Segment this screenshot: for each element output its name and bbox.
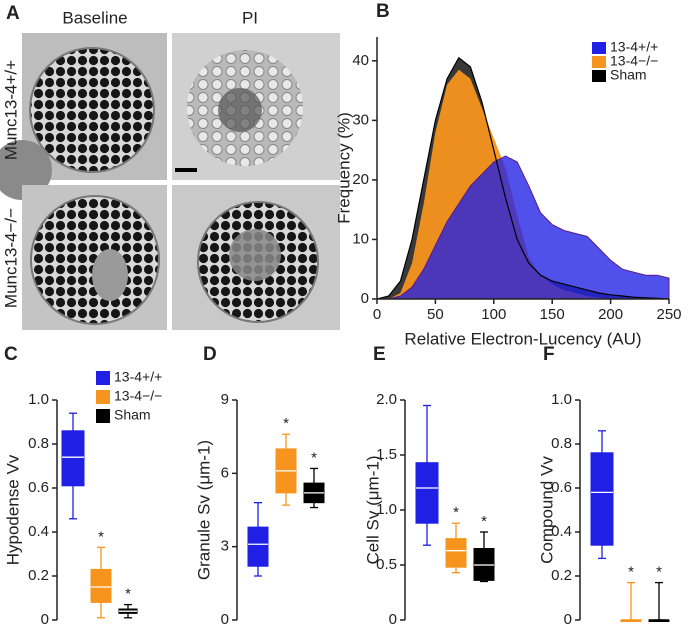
x-axis-label: Relative Electron-Lucency (AU) xyxy=(404,329,641,348)
legend-swatch xyxy=(592,56,606,68)
legend-label: 13-4−/− xyxy=(610,53,658,69)
y-tick-label: 10 xyxy=(352,230,369,247)
panel-letter: F xyxy=(543,344,555,365)
x-tick-label: 100 xyxy=(481,306,506,323)
column-label: PI xyxy=(242,8,258,27)
nucleus xyxy=(92,249,128,301)
x-tick-label: 150 xyxy=(540,306,565,323)
legend-label: Sham xyxy=(114,407,151,423)
y-tick-label: 0.6 xyxy=(551,479,572,496)
box xyxy=(445,538,467,568)
significance: * xyxy=(283,415,289,432)
panel-letter: C xyxy=(4,344,18,365)
y-tick-label: 2.0 xyxy=(376,391,397,408)
y-axis-label: Granule Sv (μm-1) xyxy=(194,440,213,580)
legend-swatch xyxy=(96,371,110,385)
panel-letter: E xyxy=(373,344,386,365)
y-tick-label: 0 xyxy=(41,611,49,627)
y-tick-label: 0.8 xyxy=(551,435,572,452)
area-outline xyxy=(376,56,670,300)
y-tick-label: 40 xyxy=(352,52,369,69)
legend-swatch xyxy=(96,409,110,423)
y-tick-label: 0.4 xyxy=(551,523,572,540)
y-tick-label: 0 xyxy=(389,611,397,627)
y-tick-label: 20 xyxy=(352,171,369,188)
y-tick-label: 0 xyxy=(221,611,229,627)
box xyxy=(590,452,614,546)
y-tick-label: 0.2 xyxy=(28,567,49,584)
y-tick-label: 30 xyxy=(352,111,369,128)
y-tick-label: 1.0 xyxy=(551,391,572,408)
box xyxy=(61,430,85,487)
significance: * xyxy=(98,528,104,545)
panel-letter: B xyxy=(376,1,390,22)
x-tick-label: 0 xyxy=(373,306,381,323)
legend-swatch xyxy=(592,70,606,82)
legend-label: 13-4+/+ xyxy=(610,39,658,55)
box xyxy=(90,568,112,603)
y-axis-label: Compound Vv xyxy=(537,456,556,564)
y-axis-label: Cell Sv (μm-1) xyxy=(363,456,382,565)
legend-label: Sham xyxy=(610,67,647,83)
y-tick-label: 6 xyxy=(221,464,229,481)
area xyxy=(377,155,670,300)
significance: * xyxy=(125,586,131,603)
x-tick-label: 250 xyxy=(656,306,681,323)
y-tick-label: 0.2 xyxy=(551,567,572,584)
significance: * xyxy=(453,504,459,521)
micrographs xyxy=(0,33,340,330)
significance: * xyxy=(311,449,317,466)
legend-label: 13-4+/+ xyxy=(114,369,162,385)
scale-bar xyxy=(175,168,197,172)
box xyxy=(247,526,269,567)
y-tick-label: 0.6 xyxy=(28,479,49,496)
significance: * xyxy=(481,513,487,530)
box xyxy=(415,462,439,524)
legend-swatch xyxy=(96,390,110,404)
row-label: Munc13-4−/− xyxy=(1,208,20,308)
y-tick-label: 0.8 xyxy=(28,435,49,452)
legend-swatch xyxy=(592,42,606,54)
x-tick-label: 50 xyxy=(427,306,444,323)
x-tick-label: 200 xyxy=(598,306,623,323)
cell xyxy=(30,195,160,325)
nucleus xyxy=(229,229,281,281)
y-axis-label: Hypodense Vv xyxy=(3,454,22,565)
legend-label: 13-4−/− xyxy=(114,388,162,404)
nucleus xyxy=(218,88,262,132)
significance: * xyxy=(656,564,662,581)
cell xyxy=(0,140,52,200)
y-tick-label: 0 xyxy=(361,290,369,307)
y-tick-label: 0 xyxy=(564,611,572,627)
y-tick-label: 0.4 xyxy=(28,523,49,540)
y-tick-label: 3 xyxy=(221,538,229,555)
row-label: Munc13-4+/+ xyxy=(1,60,20,160)
y-tick-label: 9 xyxy=(221,391,229,408)
y-tick-label: 1.5 xyxy=(376,446,397,463)
significance: * xyxy=(628,564,634,581)
y-tick-label: 1.0 xyxy=(376,501,397,518)
column-label: Baseline xyxy=(62,8,127,27)
y-tick-label: 1.0 xyxy=(28,391,49,408)
cell xyxy=(29,47,155,173)
y-tick-label: 0.5 xyxy=(376,556,397,573)
panel-letter: D xyxy=(203,344,217,365)
panel-letter: A xyxy=(6,3,20,24)
y-axis-label: Frequency (%) xyxy=(334,112,353,223)
